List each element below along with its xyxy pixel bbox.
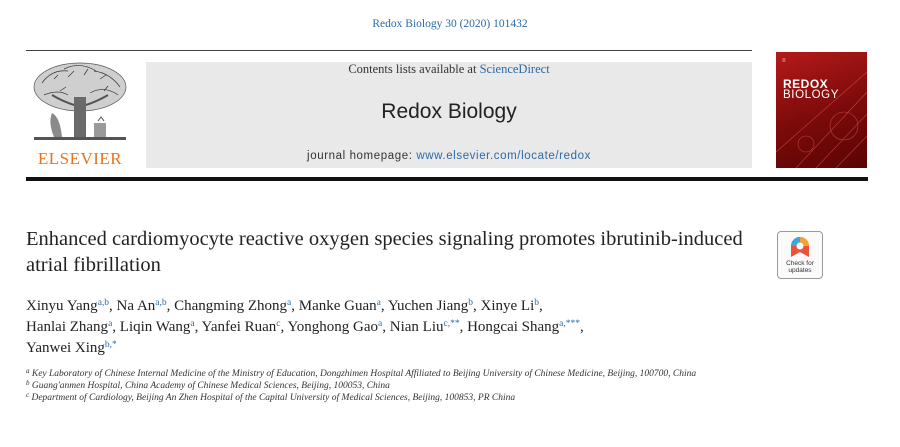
cover-title-line2: BIOLOGY — [783, 89, 839, 101]
author[interactable]: Changming Zhonga — [174, 298, 291, 314]
author-name: Manke Guan — [298, 298, 377, 314]
author-name: Xinyu Yang — [26, 298, 98, 314]
svg-text:≡: ≡ — [782, 58, 786, 64]
elsevier-wordmark: ELSEVIER — [37, 149, 123, 168]
affiliation-text: Department of Cardiology, Beijing An Zhe… — [29, 393, 516, 403]
author[interactable]: Yanwei Xingb,* — [26, 340, 117, 356]
author[interactable]: Yuchen Jiangb — [388, 298, 473, 314]
homepage-link[interactable]: www.elsevier.com/locate/redox — [416, 150, 591, 162]
contents-prefix: Contents lists available at — [348, 62, 480, 76]
author-name: Yuchen Jiang — [387, 298, 469, 314]
author-affiliation-mark[interactable]: a — [378, 319, 383, 329]
author-affiliation-mark[interactable]: b,* — [104, 340, 117, 350]
contents-line: Contents lists available at ScienceDirec… — [146, 62, 752, 77]
author-name: Na An — [116, 298, 156, 314]
affiliation: a Key Laboratory of Chinese Internal Med… — [26, 368, 786, 380]
elsevier-logo[interactable]: ELSEVIER — [24, 57, 136, 169]
author[interactable]: Nian Liuc,** — [390, 319, 460, 335]
header-divider — [26, 177, 868, 181]
check-for-updates-label: Check for updates — [778, 260, 822, 274]
sciencedirect-link[interactable]: ScienceDirect — [479, 62, 550, 76]
author-name: Hongcai Shang — [467, 319, 560, 335]
author[interactable]: Xinyu Yanga,b — [26, 298, 109, 314]
author-name: Liqin Wang — [119, 319, 191, 335]
affiliation: b Guang'anmen Hospital, China Academy of… — [26, 380, 786, 392]
author[interactable]: Yanfei Ruanc — [202, 319, 281, 335]
author[interactable]: Liqin Wanga — [120, 319, 195, 335]
author[interactable]: Yonghong Gaoa — [287, 319, 382, 335]
author[interactable]: Manke Guana — [299, 298, 381, 314]
author-name: Nian Liu — [389, 319, 444, 335]
author-affiliation-mark[interactable]: a — [108, 319, 113, 329]
affiliation-mark: b — [26, 379, 30, 387]
author-affiliation-mark[interactable]: c — [276, 319, 281, 329]
affiliation-text: Key Laboratory of Chinese Internal Medic… — [29, 369, 697, 379]
author-affiliation-mark[interactable]: a,*** — [559, 319, 581, 329]
author-name: Xinye Li — [480, 298, 535, 314]
author-affiliation-mark[interactable]: a — [190, 319, 195, 329]
journal-cover[interactable]: ≡ REDOX BIOLOGY — [776, 52, 867, 168]
author-name: Yanfei Ruan — [201, 319, 277, 335]
affiliation-list: a Key Laboratory of Chinese Internal Med… — [26, 368, 786, 404]
cover-title: REDOX BIOLOGY — [783, 77, 839, 101]
affiliation-mark: c — [26, 391, 30, 399]
article-title: Enhanced cardiomyocyte reactive oxygen s… — [26, 228, 743, 276]
affiliation-text: Guang'anmen Hospital, China Academy of C… — [29, 381, 390, 391]
affiliation-mark: a — [26, 367, 30, 375]
affiliation: c Department of Cardiology, Beijing An Z… — [26, 392, 786, 404]
author-affiliation-mark[interactable]: b — [534, 298, 539, 308]
cover-pattern-icon: ≡ — [776, 58, 867, 168]
journal-reference[interactable]: Redox Biology 30 (2020) 101432 — [372, 18, 528, 30]
author-affiliation-mark[interactable]: c,** — [443, 319, 460, 329]
journal-banner: Contents lists available at ScienceDirec… — [146, 62, 752, 168]
elsevier-tree-icon — [33, 62, 127, 140]
cover-title-line1: REDOX — [783, 77, 829, 91]
author-name: Hanlai Zhang — [26, 319, 109, 335]
top-divider — [26, 50, 752, 51]
check-label-line2: updates — [788, 267, 812, 274]
author-affiliation-mark[interactable]: a,b — [155, 298, 167, 308]
author-name: Yonghong Gao — [287, 319, 379, 335]
author-affiliation-mark[interactable]: a — [376, 298, 381, 308]
author[interactable]: Na Ana,b — [117, 298, 167, 314]
author-name: Changming Zhong — [174, 298, 288, 314]
check-label-line1: Check for — [786, 260, 814, 267]
author[interactable]: Hanlai Zhanga — [26, 319, 112, 335]
author-name: Yanwei Xing — [26, 340, 105, 356]
author-affiliation-mark[interactable]: a,b — [97, 298, 110, 308]
check-for-updates-button[interactable]: Check for updates — [777, 231, 823, 279]
author-list: Xinyu Yanga,b, Na Ana,b, Changming Zhong… — [26, 298, 584, 356]
homepage-prefix: journal homepage: — [307, 150, 417, 162]
homepage-line: journal homepage: www.elsevier.com/locat… — [146, 150, 752, 162]
author[interactable]: Xinye Lib — [481, 298, 540, 314]
author[interactable]: Hongcai Shanga,*** — [467, 319, 580, 335]
bookmark-icon — [791, 237, 809, 257]
author-affiliation-mark[interactable]: b — [468, 298, 473, 308]
journal-title: Redox Biology — [381, 100, 517, 123]
author-affiliation-mark[interactable]: a — [287, 298, 292, 308]
